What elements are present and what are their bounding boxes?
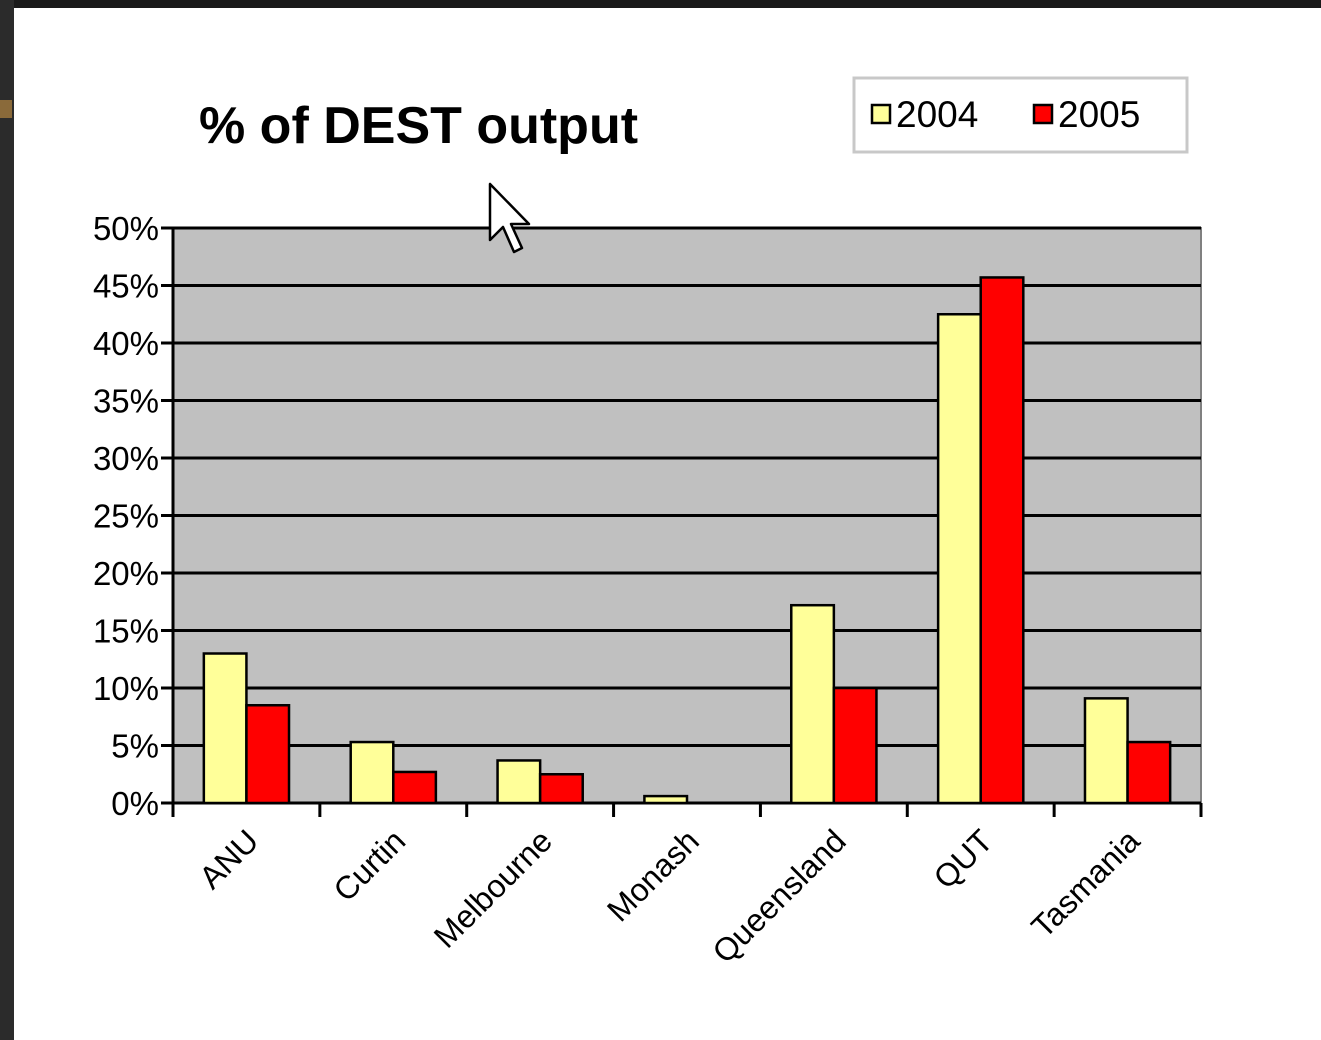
x-tick-label: Curtin <box>326 822 412 908</box>
plot-area: 0% 5% 10% 15% 20% 25% 30% 35% 40% 45% 50% ANU Curtin… <box>93 210 1203 970</box>
window-edge <box>0 0 14 1040</box>
chart-title: % of DEST output <box>199 97 638 155</box>
y-tick-label: 45% <box>93 268 159 305</box>
y-tick-label: 20% <box>93 555 159 592</box>
y-tick-label: 10% <box>93 670 159 707</box>
window-edge-accent <box>0 100 12 118</box>
y-tick-label: 15% <box>93 613 159 650</box>
bar-2005-ANU <box>245 704 291 805</box>
bar-2004-ANU <box>202 652 248 805</box>
y-tick-label: 5% <box>111 728 159 765</box>
bar-2004-Melbourne <box>496 759 542 805</box>
legend-swatch-2005 <box>1032 103 1054 125</box>
legend-label-2004: 2004 <box>896 94 978 135</box>
mouse-pointer-icon <box>488 182 531 254</box>
y-tick-label: 0% <box>111 785 159 822</box>
y-tick-label: 35% <box>93 383 159 420</box>
bar-2004-Monash <box>643 794 689 805</box>
y-tick-label: 25% <box>93 498 159 535</box>
x-tick-label: Monash <box>600 822 706 928</box>
x-tick-label: ANU <box>192 822 265 895</box>
x-tick-label: QUT <box>926 822 999 895</box>
chart-canvas: % of DEST output 2004 2005 0% 5% 10% 15% 20% 2… <box>14 8 1321 1040</box>
legend-label-2005: 2005 <box>1058 94 1140 135</box>
bar-2005-Curtin <box>392 770 438 805</box>
y-tick-label: 40% <box>93 325 159 362</box>
y-tick-label: 30% <box>93 440 159 477</box>
x-tick-label: Queensland <box>705 822 852 969</box>
bar-2005-Melbourne <box>538 773 584 805</box>
y-tick-label: 50% <box>93 210 159 247</box>
bar-2004-Queensland <box>790 603 836 805</box>
bar-2004-QUT <box>936 313 982 805</box>
bar-chart: % of DEST output 2004 2005 0% 5% 10% 15% 20% 2… <box>93 76 1203 970</box>
x-tick-label: Tasmania <box>1024 822 1146 944</box>
chart-legend: 2004 2005 <box>852 76 1189 154</box>
bar-2005-Queensland <box>832 686 878 805</box>
bar-2005-QUT <box>979 276 1025 805</box>
x-tick-label: Melbourne <box>427 822 559 954</box>
bar-2005-Tasmania <box>1126 740 1172 805</box>
bar-2004-Curtin <box>349 740 395 805</box>
legend-swatch-2004 <box>870 103 892 125</box>
legend-box <box>852 76 1189 154</box>
bar-2004-Tasmania <box>1083 697 1129 805</box>
